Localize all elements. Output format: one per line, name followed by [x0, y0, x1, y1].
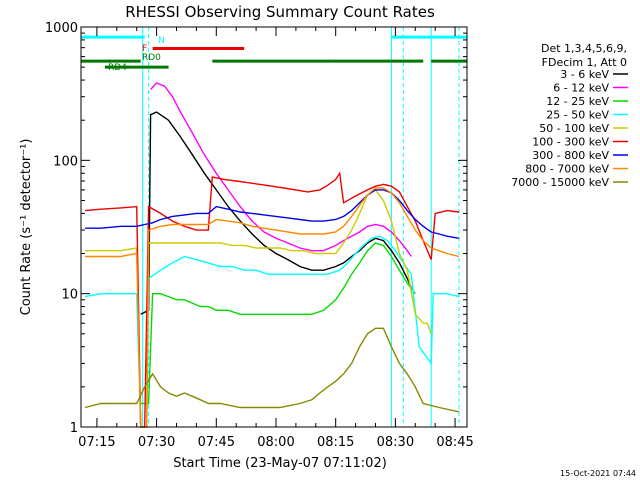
flag-label-f: F — [142, 44, 147, 54]
y-tick-label-3: 1000 — [45, 21, 78, 36]
x-tick-label-0: 07:15 — [78, 435, 115, 450]
series-line-1 — [150, 82, 412, 257]
x-tick-label-3: 08:00 — [257, 435, 294, 450]
legend: Det 1,3,4,5,6,9,FDecim 1, Att 03 - 6 keV… — [511, 42, 628, 189]
flag-label-n: N — [158, 36, 165, 46]
x-tick-label-1: 07:30 — [138, 435, 175, 450]
y-tick-label-0: 1 — [70, 421, 78, 436]
legend-label-1: 6 - 12 keV — [553, 82, 609, 95]
legend-label-8: 7000 - 15000 keV — [511, 176, 609, 189]
x-tick-label-5: 08:30 — [377, 435, 414, 450]
y-tick-label-2: 100 — [53, 154, 78, 169]
axes-layer: 1 10 100 1000 07:15 07:30 07:45 08:00 08:15 08:30… — [45, 21, 474, 450]
legend-label-3: 25 - 50 keV — [546, 109, 609, 122]
series-line-5 — [84, 171, 460, 428]
plot-frame — [80, 26, 468, 428]
series-line-0 — [140, 111, 412, 315]
y-axis-label: Count Rate (s⁻¹ detector⁻¹) — [19, 139, 34, 316]
series-line-7 — [85, 187, 460, 428]
x-tick-label-4: 08:15 — [317, 435, 354, 450]
legend-label-2: 12 - 25 keV — [546, 95, 609, 108]
x-tick-label-2: 07:45 — [198, 435, 235, 450]
timestamp-stamp: 15-Oct-2021 07:44 — [560, 469, 636, 478]
series-line-6 — [85, 189, 460, 239]
y-tick-label-1: 10 — [61, 288, 78, 303]
legend-header-1: FDecim 1, Att 0 — [542, 56, 627, 69]
flag-label-rd4: RD4 — [108, 63, 127, 73]
series-line-2 — [140, 242, 416, 405]
legend-label-5: 100 - 300 keV — [532, 136, 609, 149]
legend-label-7: 800 - 7000 keV — [525, 163, 609, 176]
legend-label-0: 3 - 6 keV — [560, 68, 609, 81]
legend-label-6: 300 - 800 keV — [532, 149, 609, 162]
series-line-8 — [84, 327, 460, 413]
legend-label-4: 50 - 100 keV — [539, 122, 609, 135]
chart-title: RHESSI Observing Summary Count Rates — [125, 3, 435, 21]
x-tick-label-6: 08:45 — [436, 435, 473, 450]
x-axis-label: Start Time (23-May-07 07:11:02) — [173, 456, 387, 471]
flag-label-rd0: RD0 — [142, 53, 161, 63]
legend-header-0: Det 1,3,4,5,6,9, — [541, 42, 627, 55]
